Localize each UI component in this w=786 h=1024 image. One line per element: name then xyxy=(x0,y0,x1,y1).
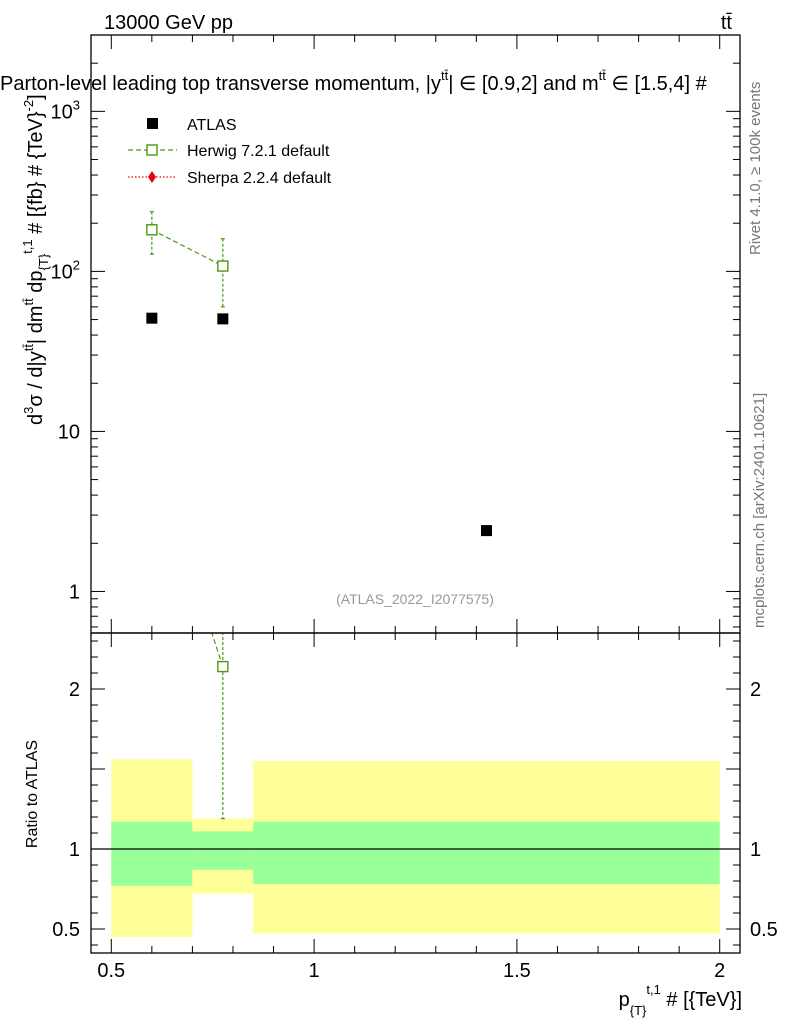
x-tick-label: 1.5 xyxy=(503,960,531,982)
atlas-point xyxy=(146,312,158,324)
legend-herwig-marker xyxy=(146,144,158,156)
legend-atlas-label: ATLAS xyxy=(187,117,237,134)
herwig-line xyxy=(151,229,224,267)
mcplots-label: mcplots.cern.ch [arXiv:2401.10621] xyxy=(751,393,768,628)
title-sup-ytt: tt̄ xyxy=(441,68,449,83)
atlas-point xyxy=(217,313,229,325)
energy-label: 13000 GeV pp xyxy=(104,12,233,34)
uncertainty-band-green xyxy=(253,821,720,885)
y-tick-label: 1 xyxy=(69,581,80,603)
y-tick-label: 103 xyxy=(51,97,80,123)
legend-herwig-label: Herwig 7.2.1 default xyxy=(187,143,330,160)
ratio-y-tick-label-right: 2 xyxy=(750,679,761,701)
x-tick-label: 0.5 xyxy=(97,960,125,982)
uncertainty-band-green xyxy=(111,821,193,886)
rivet-label: Rivet 4.1.0, ≥ 100k events xyxy=(747,82,764,255)
atlas-point xyxy=(480,525,492,537)
title-sup-mtt: tt̄ xyxy=(599,68,607,83)
x-tick-label: 1 xyxy=(309,960,320,982)
analysis-watermark: (ATLAS_2022_I2077575) xyxy=(336,591,494,607)
lower-panel-bands xyxy=(91,759,740,937)
upper-ylabel: d3σ / d|ytt̄| dmtt̄ dp{T}t,1 # [{fb} # {… xyxy=(20,94,51,425)
legend-atlas-marker xyxy=(147,118,158,129)
main-title: Parton-level leading top transverse mome… xyxy=(0,68,708,95)
title-part-2: | ∈ [0.9,2] and m xyxy=(448,73,598,95)
lower-axis-ticks: 0.5 0.5 1 1 2 2 0.5 1 1.5 2 xyxy=(52,633,778,982)
process-label: tt̄ xyxy=(721,12,733,34)
title-part-1: Parton-level leading top transverse mome… xyxy=(0,73,441,95)
title-part-3: ∈ [1.5,4] # xyxy=(606,73,708,95)
uncertainty-band-green xyxy=(192,831,254,870)
lower-panel-frame xyxy=(90,632,741,954)
y-tick-label: 102 xyxy=(51,257,80,283)
upper-axis-ticks: 1 10 102 103 xyxy=(51,34,740,633)
legend: ATLAS Herwig 7.2.1 default Sherpa 2.2.4 … xyxy=(128,117,332,187)
herwig-ratio-line xyxy=(211,633,224,667)
lower-panel-marks xyxy=(211,633,229,820)
lower-ylabel: Ratio to ATLAS xyxy=(24,740,41,848)
x-tick-label: 2 xyxy=(714,960,725,982)
ratio-y-tick-label-left: 0.5 xyxy=(52,919,80,941)
ratio-y-tick-label-right: 1 xyxy=(750,839,761,861)
ratio-y-tick-label-left: 1 xyxy=(69,839,80,861)
y-tick-label: 10 xyxy=(58,421,80,443)
herwig-ratio-point xyxy=(217,660,229,673)
ratio-y-tick-label-left: 2 xyxy=(69,679,80,701)
herwig-point xyxy=(146,224,158,236)
upper-panel-marks xyxy=(146,211,492,537)
ratio-y-tick-label-right: 0.5 xyxy=(750,919,778,941)
legend-sherpa-marker xyxy=(148,171,156,183)
xlabel: p{T}t,1 # [{TeV}] xyxy=(619,982,742,1018)
legend-sherpa-label: Sherpa 2.2.4 default xyxy=(187,170,332,187)
herwig-point xyxy=(217,260,229,272)
